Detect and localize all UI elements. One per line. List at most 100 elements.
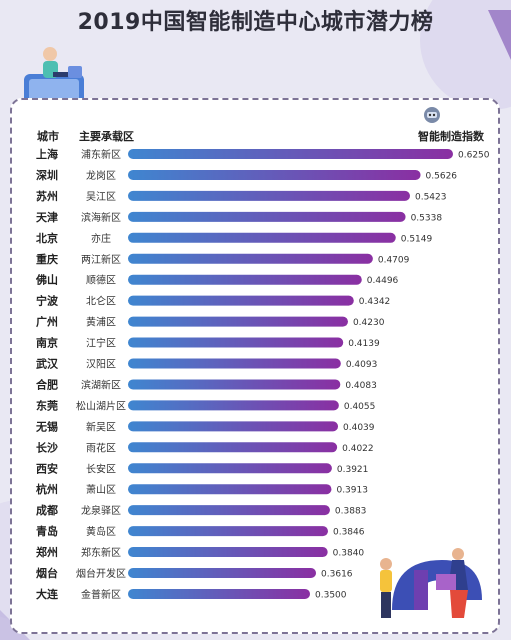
zone-label: 雨花区 [86,441,116,454]
header-index: 智能制造指数 [418,130,484,143]
chart-row: 大连 金普新区 0.3500 [36,587,347,601]
index-bar [128,588,310,599]
page-title: 2019中国智能制造中心城市潜力榜 [77,10,434,35]
chart-row: 合肥 滨湖新区 0.4083 [36,377,377,391]
zone-label: 烟台开发区 [76,567,126,580]
index-bar [128,232,396,243]
city-label: 青岛 [36,524,58,538]
index-bar [128,463,332,474]
chart-row: 深圳 龙岗区 0.5626 [36,168,457,182]
chart-row: 重庆 两江新区 0.4709 [36,252,410,266]
chart-row: 南京 江宁区 0.4139 [36,336,380,350]
zone-label: 江宁区 [86,337,116,350]
index-bar [128,442,338,453]
value-label: 0.3840 [333,549,365,559]
chart-row: 成都 龙泉驿区 0.3883 [36,503,366,517]
value-label: 0.3846 [333,528,365,538]
zone-label: 顺德区 [86,274,116,287]
index-bar [128,253,373,264]
zone-label: 长安区 [86,462,116,475]
chart-row: 广州 黄浦区 0.4230 [36,315,385,329]
index-bar [128,316,348,327]
chart-row: 长沙 雨花区 0.4022 [36,440,374,454]
city-label: 上海 [36,147,58,161]
chart-row: 郑州 郑东新区 0.3840 [36,545,364,559]
zone-label: 黄浦区 [86,316,116,329]
index-bar [128,505,330,516]
city-label: 宁波 [36,294,59,308]
chart-row: 西安 长安区 0.3921 [36,461,368,475]
header-zone: 主要承载区 [79,130,134,143]
city-label: 北京 [36,231,58,245]
zone-label: 亦庄 [91,232,111,245]
chart-row: 青岛 黄岛区 0.3846 [36,524,365,538]
value-label: 0.6250 [458,151,490,161]
value-label: 0.5338 [411,213,443,223]
zone-label: 汉阳区 [86,359,116,371]
zone-label: 黄岛区 [86,525,116,538]
city-label: 长沙 [36,440,58,454]
chart-row: 武汉 汉阳区 0.4093 [36,357,377,371]
chart-row: 宁波 北仑区 0.4342 [36,294,390,308]
value-label: 0.5149 [401,234,433,244]
index-bar [128,211,406,222]
city-label: 成都 [36,503,58,517]
city-label: 大连 [36,587,59,601]
zone-label: 萧山区 [86,484,116,496]
value-label: 0.3616 [321,570,353,580]
chart-row: 苏州 吴江区 0.5423 [36,189,446,203]
value-label: 0.5626 [426,171,458,181]
value-label: 0.4022 [342,444,374,454]
index-bar [128,149,453,159]
chart-row: 无锡 新吴区 0.4039 [35,419,375,433]
value-label: 0.4342 [359,297,391,307]
index-bar [128,526,328,537]
zone-label: 金普新区 [81,588,121,601]
index-bar [128,484,332,495]
value-label: 0.4139 [348,339,380,349]
zone-label: 吴江区 [86,191,116,203]
value-label: 0.4039 [343,423,375,433]
value-label: 0.5423 [415,192,447,202]
index-bar [128,274,362,285]
zone-label: 两江新区 [81,253,121,266]
index-bar [128,169,421,180]
chart-row: 佛山 顺德区 0.4496 [35,273,399,287]
people-illustration [380,548,482,618]
robot-icon [424,107,440,123]
index-bar [128,295,354,306]
header-city: 城市 [37,130,59,143]
zone-label: 龙岗区 [86,169,116,182]
zone-label: 新吴区 [86,420,116,433]
chart-row: 天津 滨海新区 0.5338 [36,210,442,224]
zone-label: 北仑区 [86,295,116,308]
city-label: 重庆 [36,252,58,266]
zone-label: 松山湖片区 [76,399,126,412]
zone-label: 浦东新区 [81,148,121,161]
index-bar [128,421,339,432]
zone-label: 郑东新区 [81,546,121,559]
zone-label: 龙泉驿区 [81,504,121,517]
value-label: 0.4083 [345,381,377,391]
index-bar [128,358,341,369]
value-label: 0.3921 [337,465,369,475]
city-label: 烟台 [36,566,58,580]
zone-label: 滨海新区 [81,211,121,224]
index-bar [128,190,410,201]
value-label: 0.3500 [315,590,347,600]
value-label: 0.4055 [344,402,376,412]
value-label: 0.3913 [336,486,368,496]
value-label: 0.3883 [335,507,367,517]
chart-row: 北京 亦庄 0.5149 [36,231,433,245]
chart-row: 东莞 松山湖片区 0.4055 [36,398,375,412]
value-label: 0.4093 [346,360,378,370]
city-label: 南京 [36,336,58,350]
city-label: 无锡 [35,419,58,433]
city-label: 杭州 [36,482,58,496]
city-label: 武汉 [36,357,59,371]
chart-row: 上海 浦东新区 0.6250 [36,147,490,161]
chart-row: 烟台 烟台开发区 0.3616 [36,566,353,580]
chart-row: 杭州 萧山区 0.3913 [36,482,368,496]
index-bar [128,337,344,348]
